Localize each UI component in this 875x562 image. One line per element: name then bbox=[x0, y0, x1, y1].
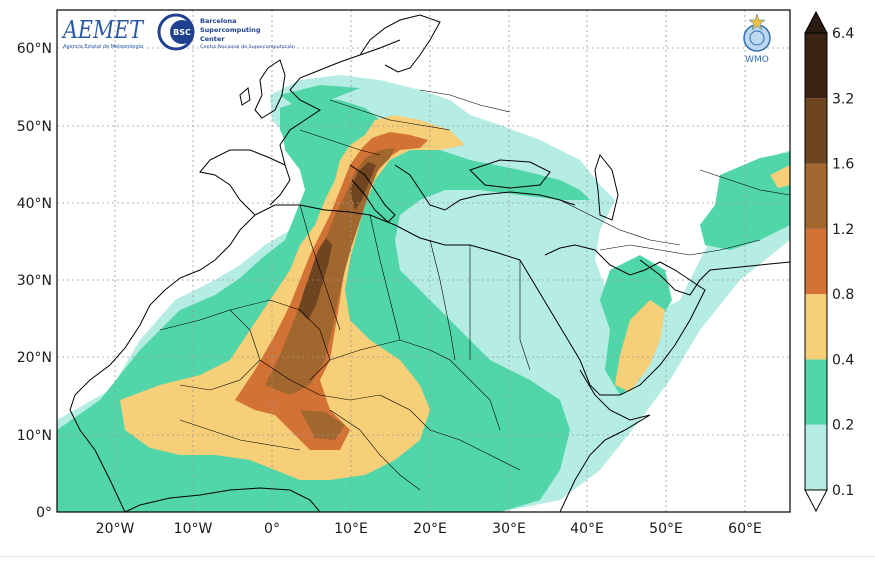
lon-label: 50°E bbox=[649, 521, 683, 537]
wmo-logo: WMO bbox=[743, 13, 771, 65]
colorbar-segment bbox=[805, 228, 827, 295]
coastlines bbox=[69, 14, 790, 512]
lon-label: 20°E bbox=[413, 521, 447, 537]
colorbar-label: 1.6 bbox=[832, 157, 854, 173]
lat-label: 10°N bbox=[17, 428, 52, 444]
aemet-logo: AEMET Agencia Estatal de Meteorología bbox=[61, 16, 144, 50]
lat-label: 30°N bbox=[17, 273, 52, 289]
aemet-logo-subtitle: Agencia Estatal de Meteorología bbox=[63, 43, 143, 50]
wmo-star-icon bbox=[748, 13, 766, 31]
aemet-logo-text: AEMET bbox=[61, 16, 144, 44]
graticule bbox=[57, 10, 790, 512]
country-borders bbox=[159, 89, 790, 491]
colorbar-segment bbox=[805, 98, 827, 164]
colorbar-label: 0.4 bbox=[832, 352, 854, 368]
dust-level-1.2 bbox=[265, 148, 395, 440]
lon-label: 30°E bbox=[492, 521, 526, 537]
colorbar-segment bbox=[805, 424, 827, 490]
bsc-logo-badge: BSC bbox=[173, 28, 191, 37]
lon-label: 60°E bbox=[728, 521, 762, 537]
lat-label: 20°N bbox=[17, 350, 52, 366]
colorbar: 6.4 3.2 1.6 1.2 0.8 0.4 0.2 0.1 bbox=[804, 10, 854, 513]
lat-labels: 60°N 50°N 40°N 30°N 20°N 10°N 0° bbox=[17, 41, 52, 521]
colorbar-segment bbox=[805, 359, 827, 425]
colorbar-label: 0.2 bbox=[832, 418, 854, 434]
lat-label: 40°N bbox=[17, 196, 52, 212]
colorbar-segment bbox=[805, 33, 827, 99]
wmo-logo-text: WMO bbox=[745, 55, 769, 65]
map-layers bbox=[57, 10, 790, 512]
lat-label: 0° bbox=[36, 505, 52, 521]
bsc-logo-subtitle: Centro Nacional de Supercomputación bbox=[200, 43, 295, 50]
colorbar-label: 6.4 bbox=[832, 26, 854, 42]
dust-level-0.4 bbox=[120, 115, 790, 480]
colorbar-label: 1.2 bbox=[832, 222, 854, 238]
lon-label: 40°E bbox=[570, 521, 604, 537]
colorbar-segment bbox=[805, 163, 827, 229]
wmo-globe-icon bbox=[749, 30, 765, 46]
bsc-logo-line3: Center bbox=[200, 35, 225, 43]
wmo-emblem-icon bbox=[743, 24, 771, 52]
lon-label: 10°W bbox=[174, 521, 213, 537]
colorbar-outline bbox=[804, 32, 828, 491]
colorbar-label: 3.2 bbox=[832, 91, 854, 107]
lon-label: 10°E bbox=[334, 521, 368, 537]
colorbar-segment bbox=[805, 294, 827, 360]
lat-label: 50°N bbox=[17, 119, 52, 135]
map-frame bbox=[56, 9, 791, 513]
colorbar-arrow-top bbox=[804, 10, 828, 34]
lon-labels: 20°W 10°W 0° 10°E 20°E 30°E 40°E 50°E 60… bbox=[96, 521, 762, 537]
colorbar-label: 0.1 bbox=[832, 483, 854, 499]
bsc-logo-line1: Barcelona bbox=[200, 17, 237, 25]
lon-label: 0° bbox=[264, 521, 280, 537]
dust-level-1.6 bbox=[298, 162, 376, 320]
colorbar-label: 0.8 bbox=[832, 287, 854, 303]
lat-label: 60°N bbox=[17, 41, 52, 57]
bsc-logo-disc bbox=[170, 20, 194, 44]
bottom-rule bbox=[0, 556, 875, 557]
bsc-logo-line2: Supercomputing bbox=[200, 26, 261, 34]
lon-label: 20°W bbox=[96, 521, 135, 537]
bsc-logo: BSC Barcelona Supercomputing Center Cent… bbox=[157, 13, 295, 51]
colorbar-arrow-bottom bbox=[804, 489, 828, 513]
